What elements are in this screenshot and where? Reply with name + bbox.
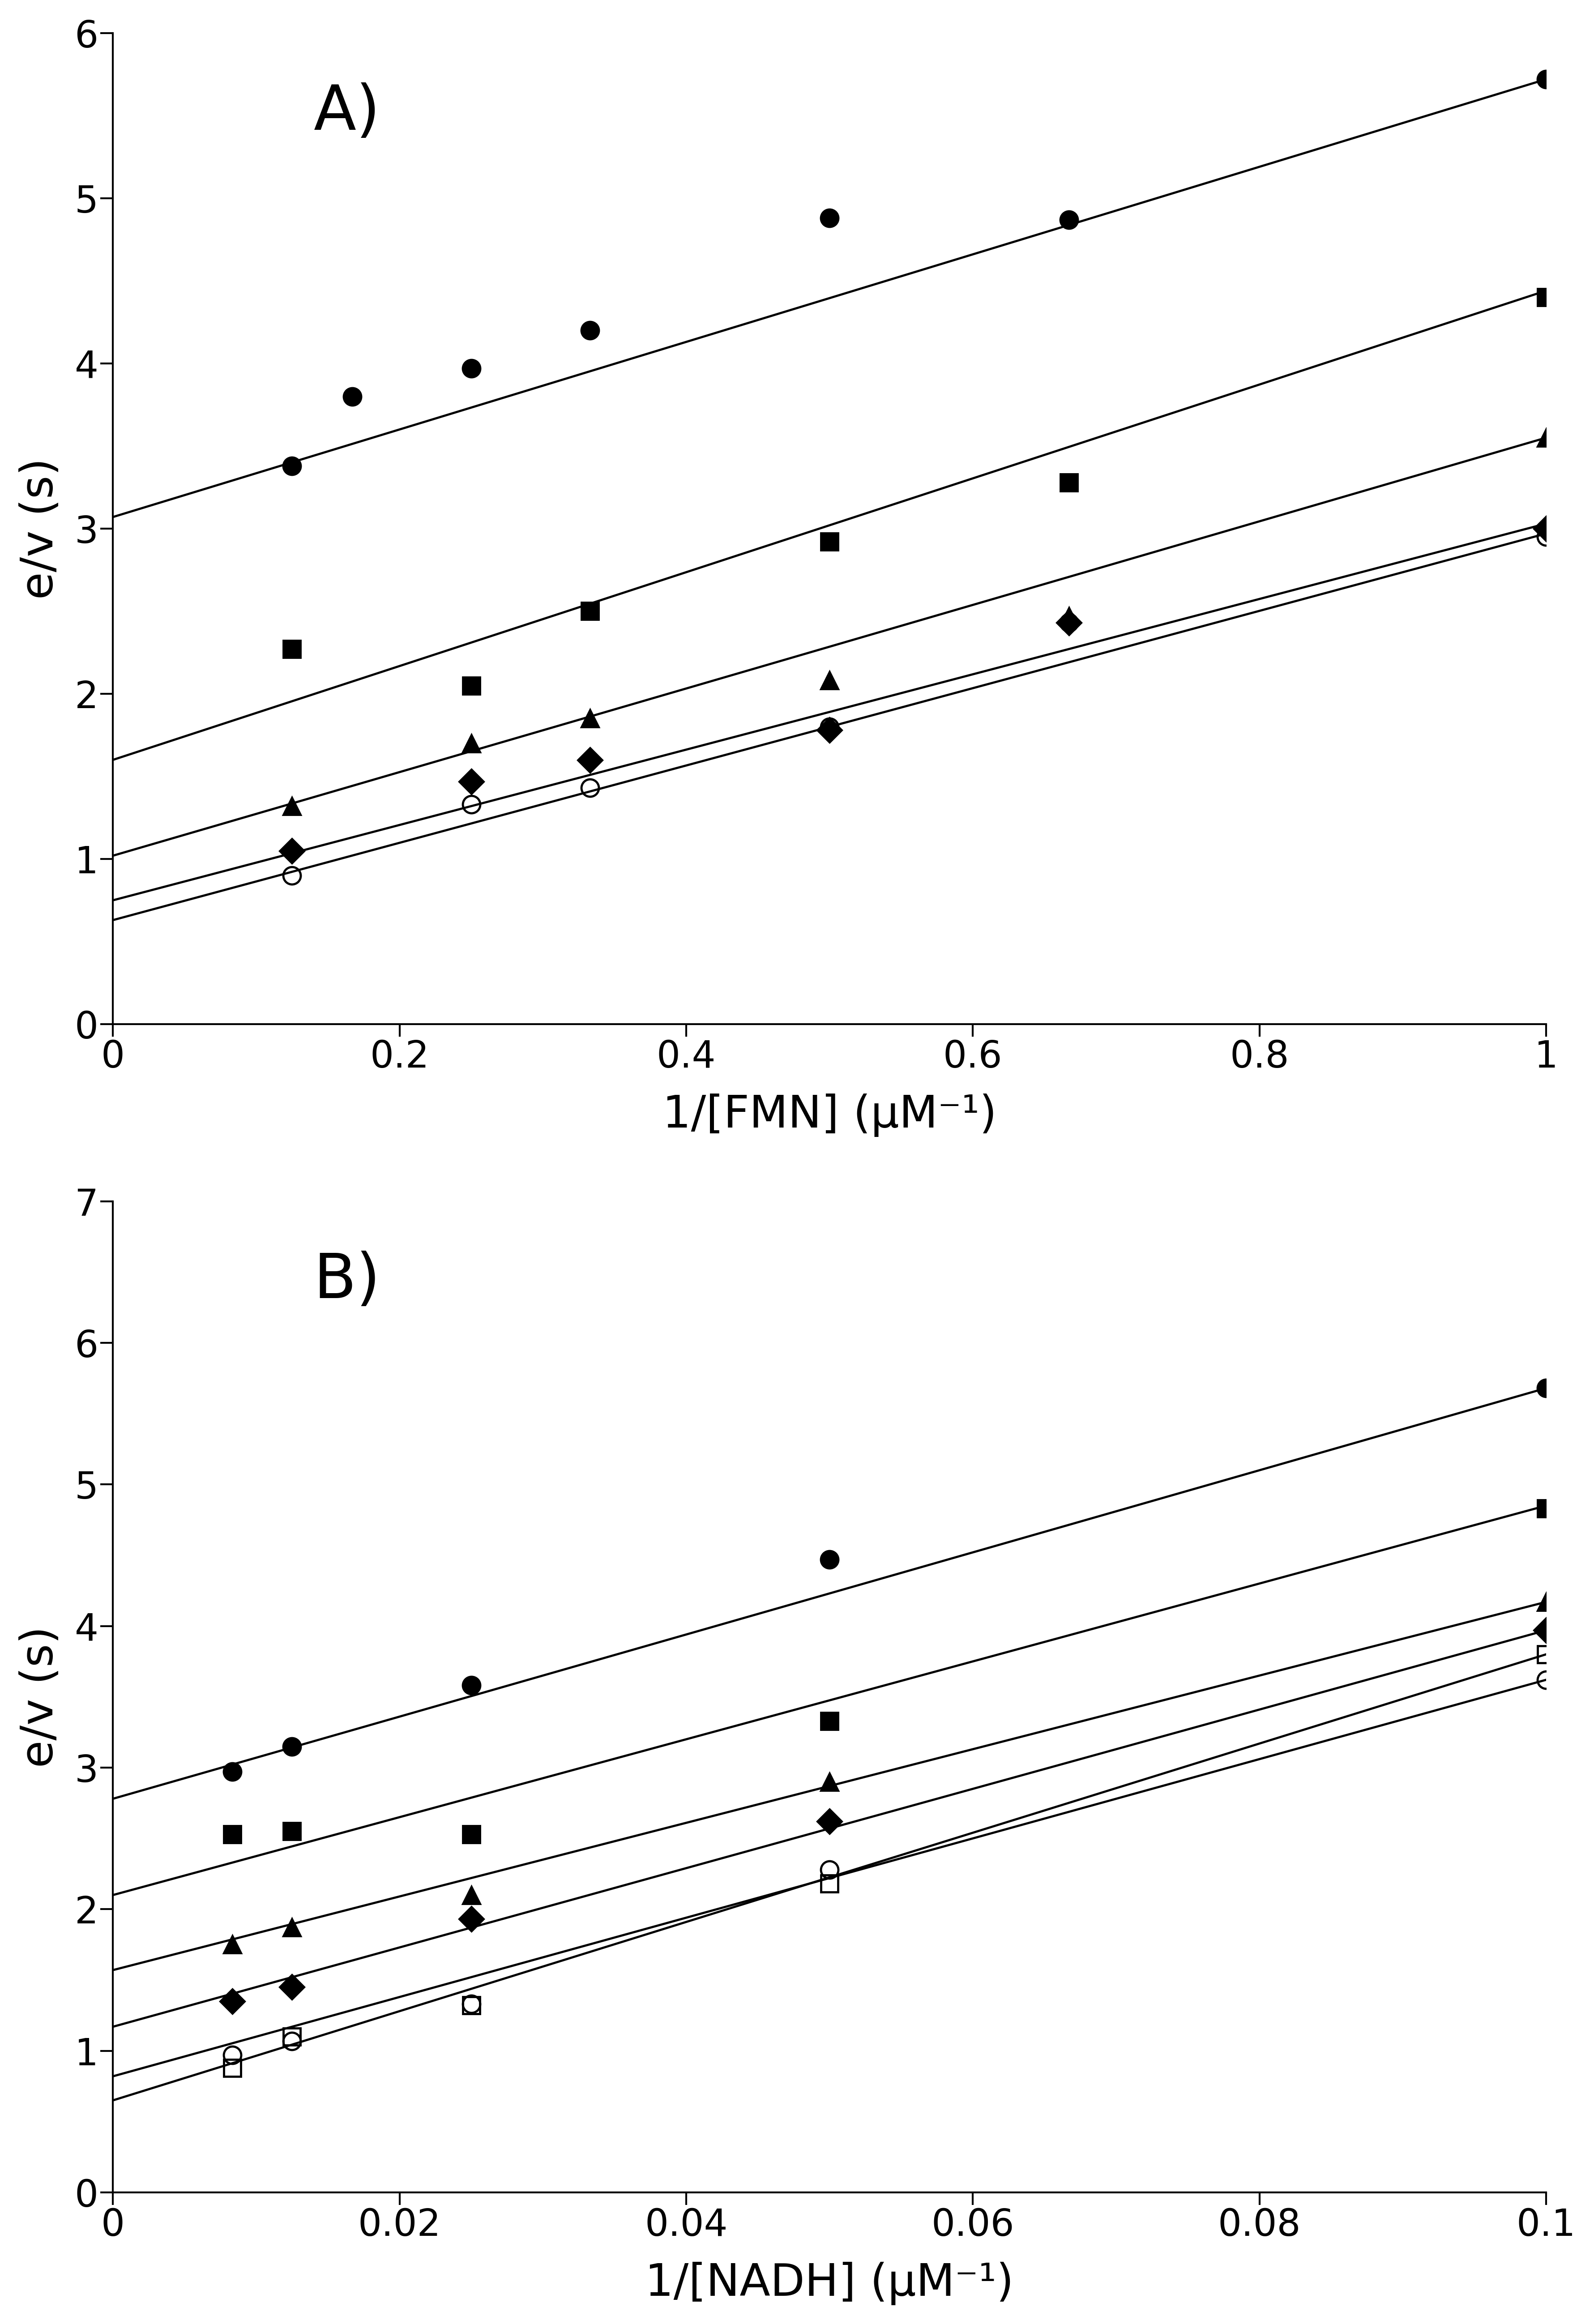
X-axis label: 1/[NADH] (μM⁻¹): 1/[NADH] (μM⁻¹) (646, 2261, 1014, 2305)
Y-axis label: e/v (s): e/v (s) (19, 458, 62, 600)
Text: A): A) (314, 84, 381, 144)
Y-axis label: e/v (s): e/v (s) (19, 1627, 62, 1769)
X-axis label: 1/[FMN] (μM⁻¹): 1/[FMN] (μM⁻¹) (662, 1095, 996, 1136)
Text: B): B) (314, 1250, 381, 1311)
